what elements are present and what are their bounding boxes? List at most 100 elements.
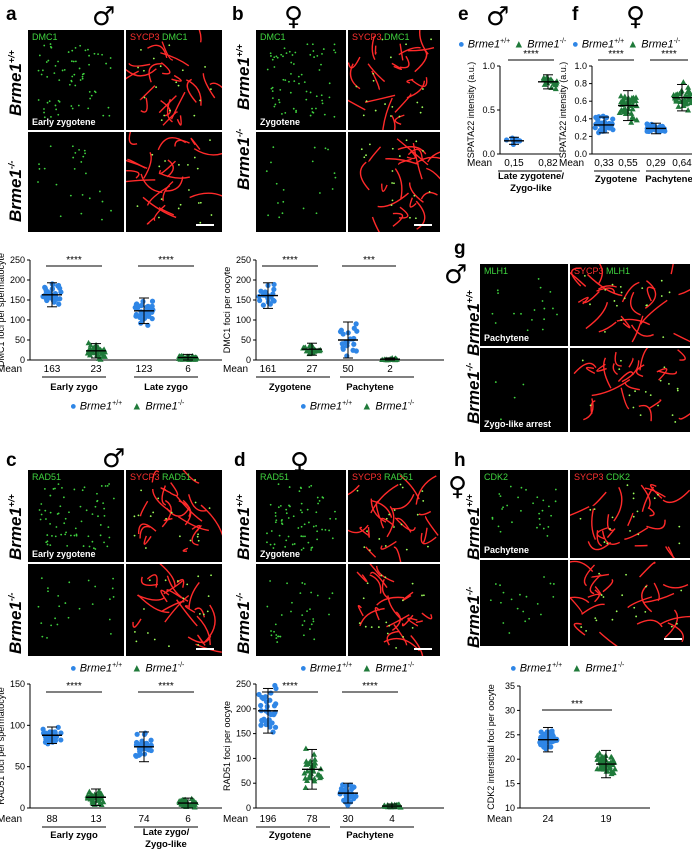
focus-dot bbox=[279, 88, 282, 91]
y-tick-label: 0.2 bbox=[574, 131, 587, 141]
focus-dot bbox=[158, 216, 160, 219]
chromosome-axis bbox=[348, 524, 369, 534]
data-point-wt bbox=[56, 301, 62, 307]
chromosome-axis bbox=[198, 30, 202, 43]
mean-value: 6 bbox=[185, 364, 191, 375]
focus-dot bbox=[270, 634, 273, 637]
focus-dot bbox=[60, 533, 63, 536]
focus-dot bbox=[56, 623, 59, 626]
micrograph-texture bbox=[348, 475, 439, 562]
focus-dot bbox=[315, 511, 318, 514]
focus-dot bbox=[297, 75, 300, 78]
focus-dot bbox=[305, 98, 308, 101]
focus-dot bbox=[57, 483, 60, 486]
focus-dot bbox=[82, 72, 85, 75]
focus-dot bbox=[199, 201, 202, 204]
focus-dot bbox=[318, 499, 321, 502]
focus-dot bbox=[305, 90, 308, 93]
focus-dot bbox=[282, 55, 284, 58]
focus-dot bbox=[670, 625, 673, 628]
mean-value: 30 bbox=[342, 814, 354, 825]
data-point-wt bbox=[353, 348, 359, 354]
chromosome-axis bbox=[570, 596, 590, 604]
focus-dot bbox=[108, 618, 111, 621]
focus-dot bbox=[90, 94, 93, 97]
focus-dot bbox=[269, 503, 272, 506]
focus-dot bbox=[149, 515, 152, 518]
data-point-wt bbox=[603, 115, 610, 121]
focus-dot bbox=[101, 200, 104, 203]
mean-value: 0,15 bbox=[504, 158, 524, 169]
focus-dot bbox=[58, 79, 61, 82]
micrograph-texture bbox=[37, 577, 115, 639]
focus-dot bbox=[331, 537, 334, 540]
focus-dot bbox=[304, 535, 306, 538]
focus-dot bbox=[334, 51, 337, 54]
focus-dot bbox=[273, 630, 275, 633]
micrograph-texture bbox=[491, 278, 558, 332]
data-point-wt bbox=[593, 121, 599, 127]
data-point-wt bbox=[256, 691, 262, 698]
focus-dot bbox=[303, 583, 306, 585]
mean-label: Mean bbox=[559, 158, 584, 169]
focus-dot bbox=[312, 50, 315, 52]
focus-dot bbox=[71, 107, 74, 110]
chromosome-axis bbox=[126, 170, 140, 179]
focus-dot bbox=[313, 56, 316, 58]
y-tick-label: 0.6 bbox=[574, 96, 587, 106]
focus-dot bbox=[520, 312, 522, 315]
chromosome-axis bbox=[146, 574, 158, 588]
category-label: Pachytene bbox=[346, 830, 394, 841]
focus-dot bbox=[274, 521, 277, 524]
focus-dot bbox=[632, 492, 635, 495]
focus-dot bbox=[46, 534, 49, 536]
channel-label: MLH1 bbox=[484, 266, 509, 276]
focus-dot bbox=[106, 545, 109, 548]
chromosome-axis bbox=[415, 475, 437, 505]
chromosome-axis bbox=[175, 495, 203, 522]
data-point-ko bbox=[611, 766, 618, 772]
focus-dot bbox=[363, 546, 366, 549]
focus-dot bbox=[284, 79, 287, 82]
micrograph-texture bbox=[570, 560, 690, 646]
chromosome-axis bbox=[160, 52, 190, 67]
chromosome-axis bbox=[421, 612, 433, 620]
focus-dot bbox=[333, 43, 336, 46]
focus-dot bbox=[628, 394, 631, 397]
channel-label: DMC1 bbox=[260, 32, 286, 42]
data-point-ko bbox=[316, 774, 323, 781]
chromosome-axis bbox=[182, 499, 191, 517]
focus-dot bbox=[381, 38, 384, 41]
focus-dot bbox=[522, 383, 525, 386]
male-symbol-icon: ♂ bbox=[102, 444, 126, 474]
focus-dot bbox=[411, 582, 414, 585]
focus-dot bbox=[204, 66, 206, 68]
y-tick-label: 25 bbox=[505, 730, 515, 740]
chromosome-axis bbox=[200, 504, 222, 536]
chromosome-axis bbox=[399, 55, 410, 69]
mean-label: Mean bbox=[223, 364, 248, 375]
focus-dot bbox=[391, 199, 394, 202]
focus-dot bbox=[300, 525, 303, 528]
category-label: Late zygotene/ bbox=[498, 171, 564, 182]
focus-dot bbox=[152, 511, 155, 514]
focus-dot bbox=[64, 602, 67, 604]
chromosome-axis bbox=[364, 94, 396, 104]
micrograph-a-ko-dmc1 bbox=[28, 132, 124, 232]
focus-dot bbox=[589, 303, 591, 306]
data-point-ko bbox=[598, 754, 605, 760]
data-point-wt bbox=[141, 751, 148, 757]
y-axis-label: RAD51 foci per oocyte bbox=[222, 701, 232, 791]
focus-dot bbox=[511, 521, 513, 524]
y-tick-label: 250 bbox=[236, 255, 251, 265]
focus-dot bbox=[105, 62, 108, 65]
focus-dot bbox=[49, 45, 52, 48]
chromosome-axis bbox=[410, 635, 424, 656]
focus-dot bbox=[274, 623, 277, 626]
data-point-wt bbox=[57, 296, 63, 302]
focus-dot bbox=[38, 54, 41, 57]
chromosome-axis bbox=[627, 512, 634, 527]
chromosome-axis bbox=[422, 527, 428, 543]
focus-dot bbox=[668, 382, 670, 385]
data-point-ko bbox=[302, 775, 309, 781]
